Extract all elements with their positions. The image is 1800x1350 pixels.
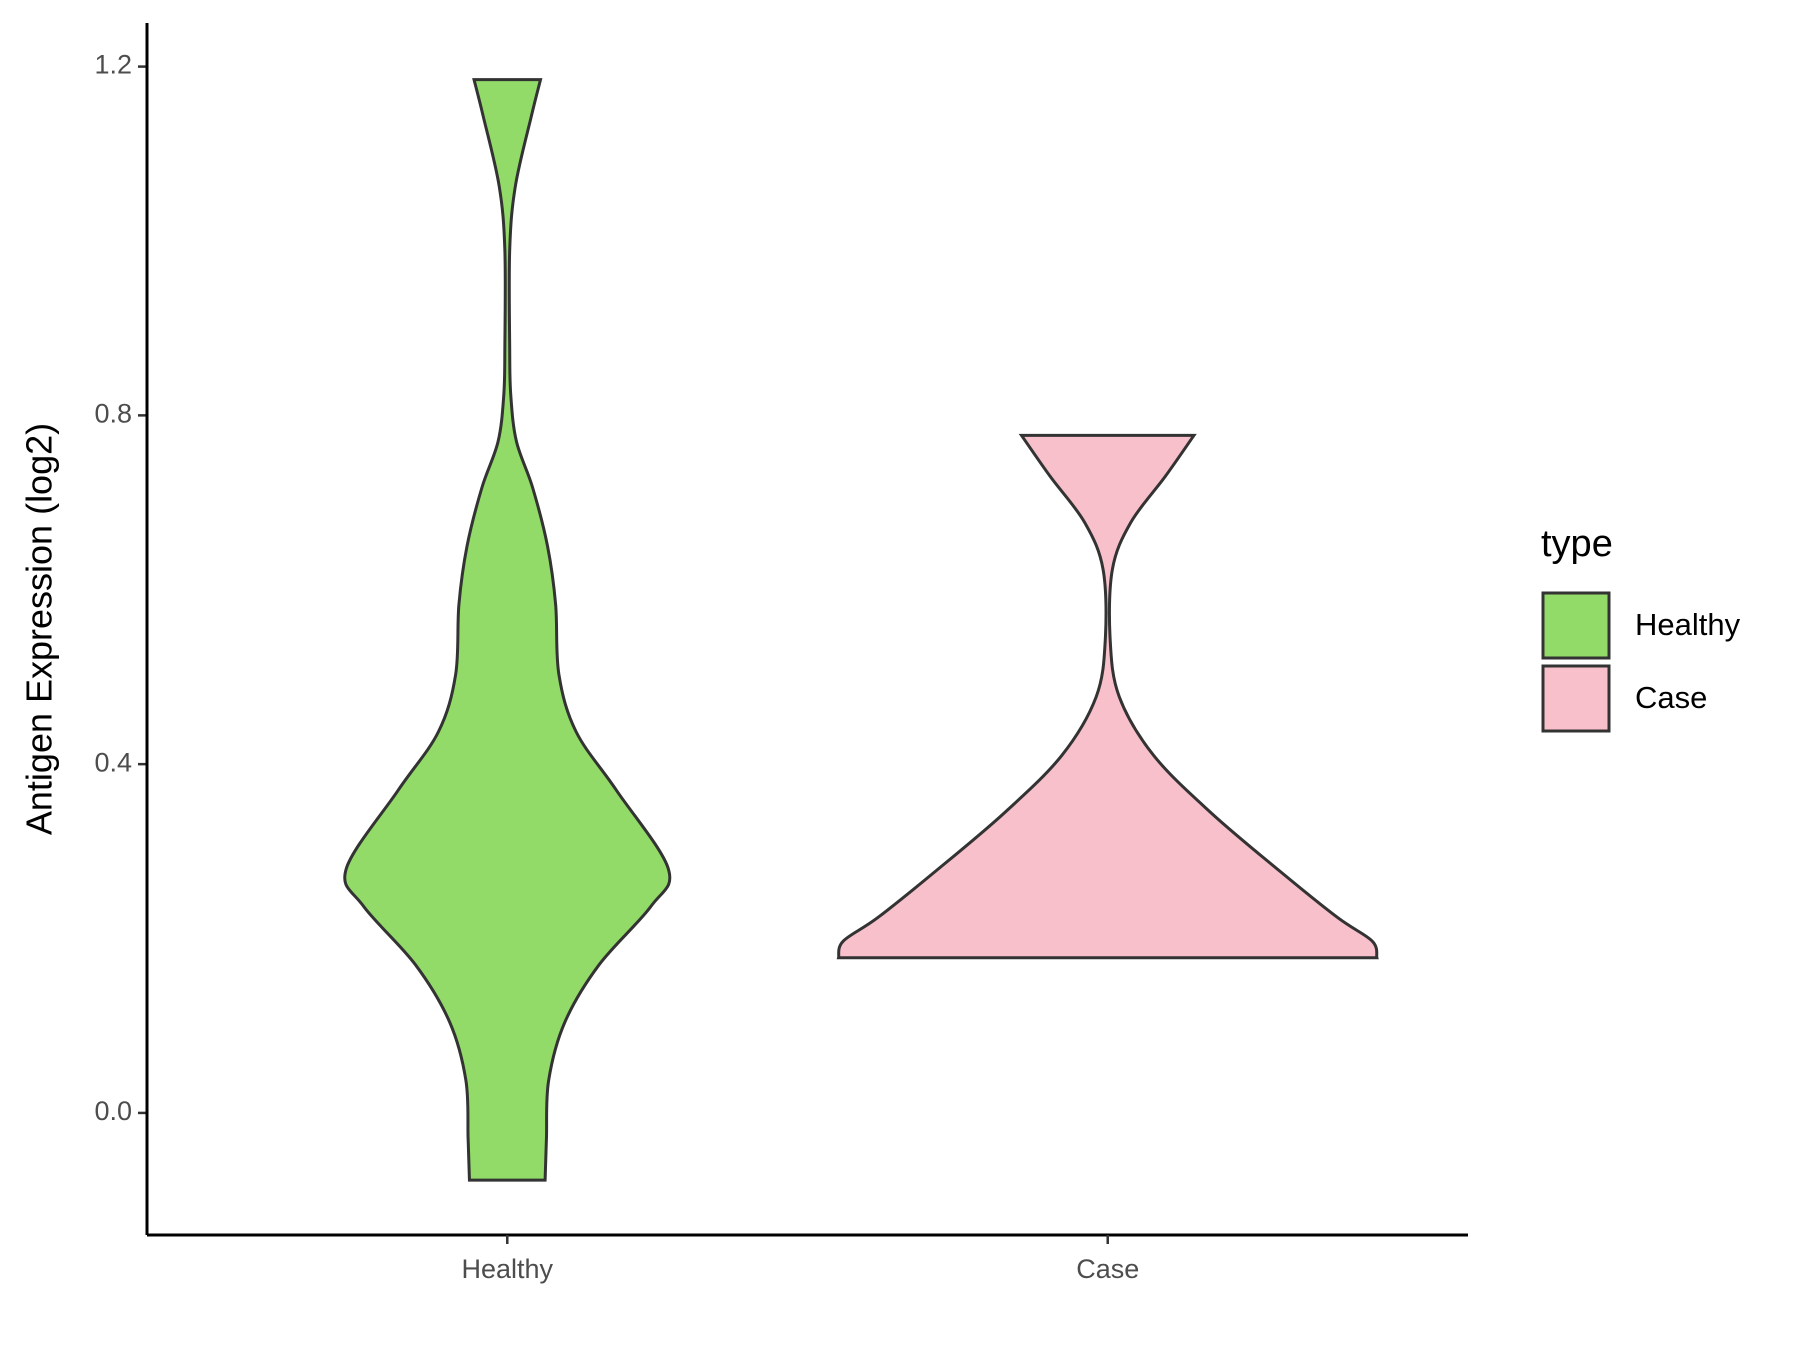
x-tick-label: Healthy [461,1254,553,1284]
x-tick-label: Case [1076,1254,1139,1284]
y-tick-label: 1.2 [94,50,132,80]
y-tick-label: 0.0 [94,1096,132,1126]
y-axis-title: Antigen Expression (log2) [19,423,60,835]
legend-key [1541,591,1611,660]
violin [343,78,672,1182]
y-tick-label: 0.4 [94,747,132,777]
legend-label: Case [1635,680,1707,715]
legend-key [1541,664,1611,733]
legend-title: type [1541,523,1613,565]
y-tick-label: 0.8 [94,398,132,428]
legend-label: Healthy [1635,607,1741,642]
violin [836,433,1379,960]
